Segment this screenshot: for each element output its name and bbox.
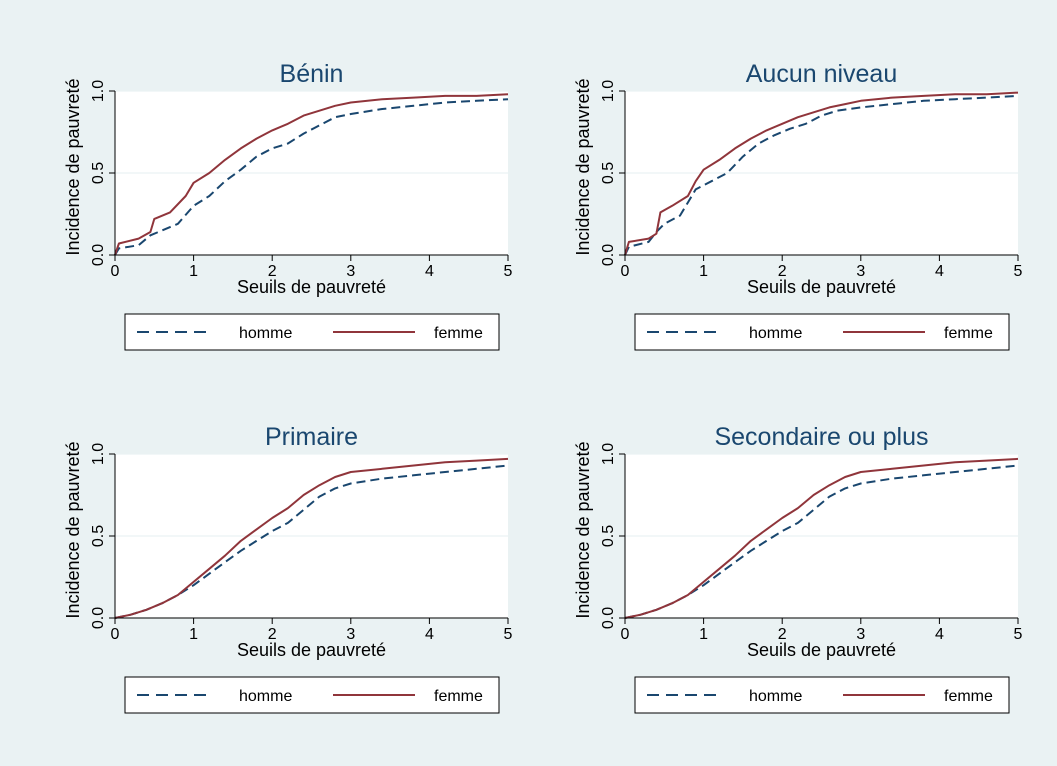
x-tick-label: 4 [425,263,434,280]
chart-title: Aucun niveau [746,60,898,88]
y-tick-label: 0.5 [600,525,617,547]
legend-box [124,313,500,351]
legend: homme femme [634,676,1010,714]
legend: homme femme [124,313,500,351]
y-tick-label: 0.0 [90,244,107,266]
x-tick-label: 4 [935,263,944,280]
legend-label-femme: femme [434,325,483,342]
legend-label-homme: homme [749,325,802,342]
chart-panel: 0 1 2 3 4 5 0.0 0.5 1.0 Secondaire ou plus Seuils … [573,423,1023,714]
x-tick-label: 5 [1014,626,1023,643]
x-axis-label: Seuils de pauvreté [747,277,896,297]
x-tick-label: 2 [268,626,277,643]
legend-label-homme: homme [749,688,802,705]
chart-panel: 0 1 2 3 4 5 0.0 0.5 1.0 Bénin Seuils de pauvreté In… [63,60,513,351]
x-tick-label: 5 [1014,263,1023,280]
series-line-femme [114,93,509,256]
x-tick-label: 4 [935,626,944,643]
y-tick-label: 1.0 [600,80,617,102]
x-tick-label: 1 [189,263,198,280]
series-line-homme [624,94,1019,256]
y-tick-label: 0.0 [600,244,617,266]
y-axis-label: Incidence de pauvreté [573,78,593,255]
x-tick-label: 4 [425,626,434,643]
legend-label-homme: homme [239,325,292,342]
x-axis-label: Seuils de pauvreté [747,640,896,660]
legend-box [634,313,1010,351]
x-tick-label: 1 [699,263,708,280]
y-tick-label: 1.0 [90,80,107,102]
legend-box [124,676,500,714]
legend: homme femme [634,313,1010,351]
x-tick-label: 0 [621,626,630,643]
legend-label-femme: femme [944,688,993,705]
x-tick-label: 0 [111,626,120,643]
y-tick-label: 0.0 [90,607,107,629]
x-tick-label: 2 [778,263,787,280]
series-line-homme [114,464,509,619]
x-tick-label: 3 [856,263,865,280]
chart-panel: 0 1 2 3 4 5 0.0 0.5 1.0 Primaire Seuils de pauvret… [63,423,513,714]
y-tick-label: 0.0 [600,607,617,629]
chart-title: Secondaire ou plus [714,423,928,451]
chart-title: Primaire [265,423,358,451]
legend-label-femme: femme [434,688,483,705]
x-tick-label: 2 [268,263,277,280]
series-line-femme [114,457,509,619]
legend-box [634,676,1010,714]
y-tick-label: 0.5 [90,162,107,184]
y-tick-label: 1.0 [600,443,617,465]
x-tick-label: 3 [346,263,355,280]
y-axis-label: Incidence de pauvreté [63,78,83,255]
series-line-homme [114,98,509,256]
x-tick-label: 2 [778,626,787,643]
y-tick-label: 1.0 [90,443,107,465]
series-line-homme [624,464,1019,619]
chart-title: Bénin [280,60,344,88]
chart-panel: 0 1 2 3 4 5 0.0 0.5 1.0 Aucun niveau Seuils de pau… [573,60,1023,351]
y-axis-label: Incidence de pauvreté [63,441,83,618]
legend-label-homme: homme [239,688,292,705]
legend: homme femme [124,676,500,714]
x-tick-label: 5 [504,263,513,280]
series-line-femme [624,91,1019,256]
x-tick-label: 5 [504,626,513,643]
x-tick-label: 0 [621,263,630,280]
series-line-femme [624,457,1019,619]
y-tick-label: 0.5 [600,162,617,184]
x-axis-label: Seuils de pauvreté [237,640,386,660]
legend-label-femme: femme [944,325,993,342]
y-axis-label: Incidence de pauvreté [573,441,593,618]
x-tick-label: 0 [111,263,120,280]
x-axis-label: Seuils de pauvreté [237,277,386,297]
x-tick-label: 1 [699,626,708,643]
x-tick-label: 3 [856,626,865,643]
x-tick-label: 3 [346,626,355,643]
x-tick-label: 1 [189,626,198,643]
y-tick-label: 0.5 [90,525,107,547]
